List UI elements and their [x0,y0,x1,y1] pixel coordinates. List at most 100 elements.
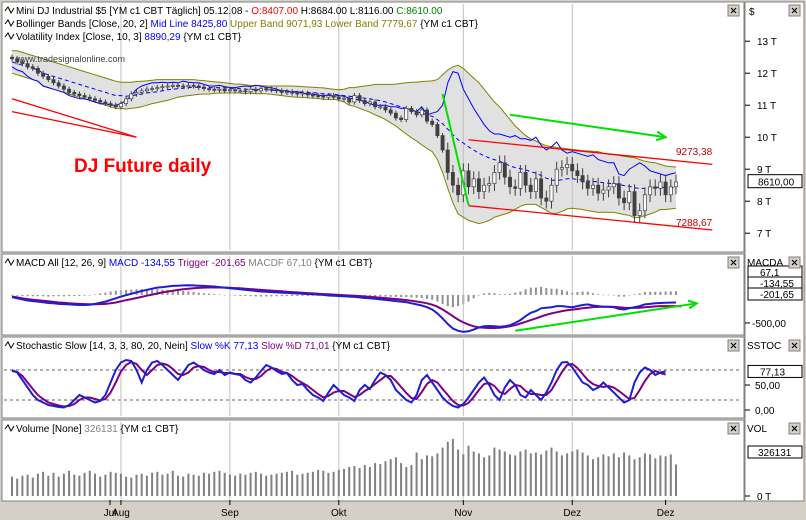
volume-bar [462,454,465,496]
macdf-histogram-bar [197,292,200,295]
candle-body [56,82,61,87]
candle-body [170,85,175,87]
price-axis-tick-label: 13 T [757,37,777,48]
indicator-icon [4,258,15,267]
candle-body [259,88,263,92]
macdf-histogram-bar [99,293,102,295]
volume-bar [420,459,423,496]
stochastic-header-segment: Stochastic Slow [14, 3, 3, 80, 20, Nein] [16,341,191,352]
volume-panel-close-button[interactable] [727,422,740,435]
trendline [11,110,137,138]
price-axis-close-button[interactable] [788,4,801,17]
macdf-histogram-bar [223,294,226,296]
time-axis-area [2,502,804,518]
watermark: www.tradesignalonline.com [15,54,125,64]
macdf-histogram-bar [654,291,657,295]
macdf-histogram-bar [560,289,563,295]
volume-bar [239,473,242,496]
volume-value-box [747,445,803,459]
candle-body [373,101,378,108]
price-header-line: Bollinger Bands [Close, 20, 2] Mid Line … [16,19,479,30]
candle-body [409,108,414,112]
macd-annotation-arrowhead [687,299,700,310]
volume-bar [566,453,569,496]
price-header-segment: O:8407.00 [251,6,298,17]
macdf-histogram-bar [234,294,237,296]
macdf-histogram-bar [11,294,13,296]
volume-bar [472,451,475,496]
macdf-histogram-bar [114,290,117,295]
volume-bar [192,474,195,496]
volume-bar [145,475,148,496]
candle-body [585,181,590,189]
candle-body [658,181,663,189]
volume-bar [223,472,226,496]
candle-body [25,63,30,68]
volume-bar [83,472,86,496]
volume-bar [270,474,273,496]
macdf-histogram-bar [182,291,185,295]
candle-body [523,172,528,186]
price-header-line: Volatility Index [Close, 10, 3] 8890,29 … [16,32,242,43]
volume-bar [42,471,45,496]
macdf-histogram-bar [62,294,65,297]
macd-axis-close-button[interactable] [788,256,801,269]
volume-bar [586,455,589,496]
volume-bar [638,457,641,496]
macdf-histogram-bar [218,294,221,295]
candle-body [253,88,258,92]
volume-bar [389,459,392,496]
candle-body [41,72,46,77]
volume-bar [633,459,636,496]
macdf-histogram-bar [519,291,522,295]
macdf-histogram-bar [451,294,454,308]
candle-body [342,97,346,100]
volume-bar [99,476,102,496]
price-axis-tick-label: 9 T [757,165,771,176]
macdf-histogram-bar [68,294,71,297]
volume-bar [166,473,169,496]
macd-annotation-arrow [515,302,697,332]
macdf-histogram-bar [441,294,444,304]
price-panel-close-button[interactable] [727,4,740,17]
macdf-histogram-bar [306,294,309,296]
stochastic-panel-close-button[interactable] [727,339,740,352]
macdf-histogram-bar [488,292,491,295]
volume-bar [384,461,387,496]
volume-bar [493,447,496,496]
candle-body [404,108,409,120]
candle-body [243,90,248,93]
volume-axis-close-button[interactable] [788,422,801,435]
volume-bar [576,449,579,496]
candle-body [30,66,35,69]
volume-bar [57,476,60,496]
volume-bar [405,467,408,496]
volume-bar [244,474,247,496]
macdf-histogram-bar [379,294,382,297]
candle-body [627,191,632,204]
candle-body [93,98,97,101]
bollinger-lower-line [11,72,677,225]
macdf-histogram-bar [643,292,646,295]
candle-body [570,164,575,172]
volume-bar [477,453,480,496]
candle-body [186,85,191,88]
macdf-histogram-bar [208,293,211,295]
macdf-histogram-bar [623,294,626,297]
volume-bar [88,470,91,496]
volume-bar [649,454,652,496]
candle-body [144,88,149,92]
volume-bar [534,452,537,496]
candle-body [362,100,367,104]
candle-body [399,117,404,120]
macd-panel-close-button[interactable] [727,256,740,269]
stochastic-axis-close-button[interactable] [788,339,801,352]
price-header-line: Mini DJ Industrial $5 [YM c1 CBT Täglich… [16,6,443,17]
stochastic-panel-bg[interactable] [1,336,745,419]
candle-body [456,184,461,196]
candle-body [46,76,51,80]
candle-body [575,170,580,176]
volume-bar [617,457,620,496]
candle-body [264,88,269,90]
